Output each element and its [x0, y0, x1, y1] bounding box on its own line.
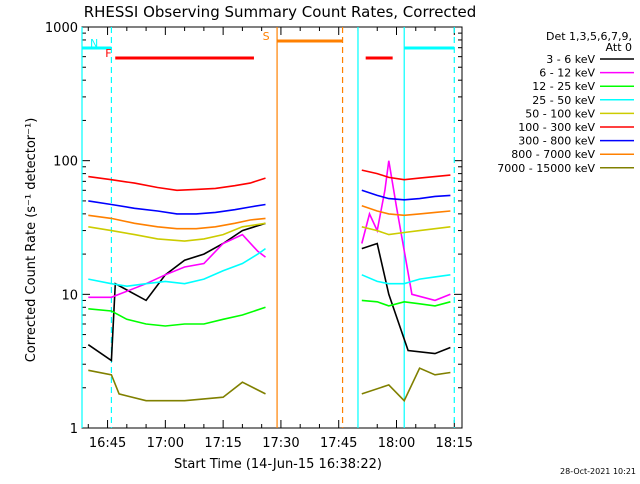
series-line-25-50-kev	[361, 274, 451, 285]
series-line-300-800-kev	[361, 189, 451, 201]
legend-label-25-50-kev: 25 - 50 keV	[532, 94, 595, 107]
series-line-25-50-kev	[88, 247, 266, 288]
x-tick-label: 17:30	[262, 436, 299, 451]
x-tick-label: 18:00	[378, 436, 415, 451]
legend-label-300-800-kev: 300 - 800 keV	[518, 135, 595, 148]
series-line-100-300-kev	[361, 169, 451, 181]
legend-header-detectors: Det 1,3,5,6,7,9,	[546, 30, 632, 43]
series-line-12-25-kev	[88, 306, 266, 327]
series-line-3-6-kev	[87, 222, 266, 362]
series-line-100-300-kev	[88, 175, 266, 192]
y-tick-labels: 1 10 100 1000	[45, 21, 78, 437]
x-tick-label: 18:15	[436, 436, 473, 451]
legend-label-800-7000-kev: 800 - 7000 keV	[511, 148, 595, 161]
legend-label-3-6-kev: 3 - 6 keV	[546, 53, 595, 66]
timestamp: 28-Oct-2021 10:21	[560, 467, 636, 476]
y-tick-label: 100	[53, 155, 78, 170]
chart-title: RHESSI Observing Summary Count Rates, Co…	[84, 3, 477, 21]
flag-bar-label-f: F	[105, 47, 111, 60]
legend-label-12-25-kev: 12 - 25 keV	[532, 80, 595, 93]
y-tick-label: 1	[70, 422, 78, 437]
x-tick-label: 16:45	[89, 436, 126, 451]
legend-label-50-100-kev: 50 - 100 keV	[525, 107, 595, 120]
legend-label-6-12-kev: 6 - 12 keV	[539, 67, 595, 80]
y-axis-label: Corrected Count Rate (s⁻¹ detector⁻¹)	[24, 118, 39, 363]
series-line-800-7000-kev	[88, 214, 266, 230]
plot-frame	[81, 26, 463, 429]
plot-area: NF S	[81, 26, 463, 429]
x-tick-labels: 16:45 17:00 17:15 17:30 17:45 18:00 18:15	[89, 436, 473, 451]
legend-header-attenuator: Att 0	[606, 41, 632, 54]
flag-bar-label-n: N	[90, 37, 98, 50]
x-tick-label: 17:45	[320, 436, 357, 451]
series-line-6-12-kev	[88, 233, 266, 299]
series-line-6-12-kev	[361, 160, 451, 302]
series-line-7000-15000-kev	[361, 367, 451, 403]
series-line-7000-15000-kev	[88, 369, 266, 402]
y-tick-label: 10	[61, 288, 78, 303]
series-line-12-25-kev	[361, 299, 451, 307]
x-tick-label: 17:15	[204, 436, 241, 451]
x-tick-label: 17:00	[147, 436, 184, 451]
series-line-300-800-kev	[88, 200, 266, 215]
series-line-50-100-kev	[88, 222, 266, 242]
series-line-3-6-kev	[361, 242, 451, 355]
flag-bar-label-s: S	[263, 30, 270, 43]
legend-label-7000-15000-kev: 7000 - 15000 keV	[497, 162, 595, 175]
series-line-50-100-kev	[361, 226, 451, 236]
legend-label-100-300-kev: 100 - 300 keV	[518, 121, 595, 134]
x-axis-label: Start Time (14-Jun-15 16:38:22)	[174, 457, 382, 472]
y-tick-label: 1000	[45, 21, 78, 36]
series-line-800-7000-kev	[361, 204, 451, 217]
